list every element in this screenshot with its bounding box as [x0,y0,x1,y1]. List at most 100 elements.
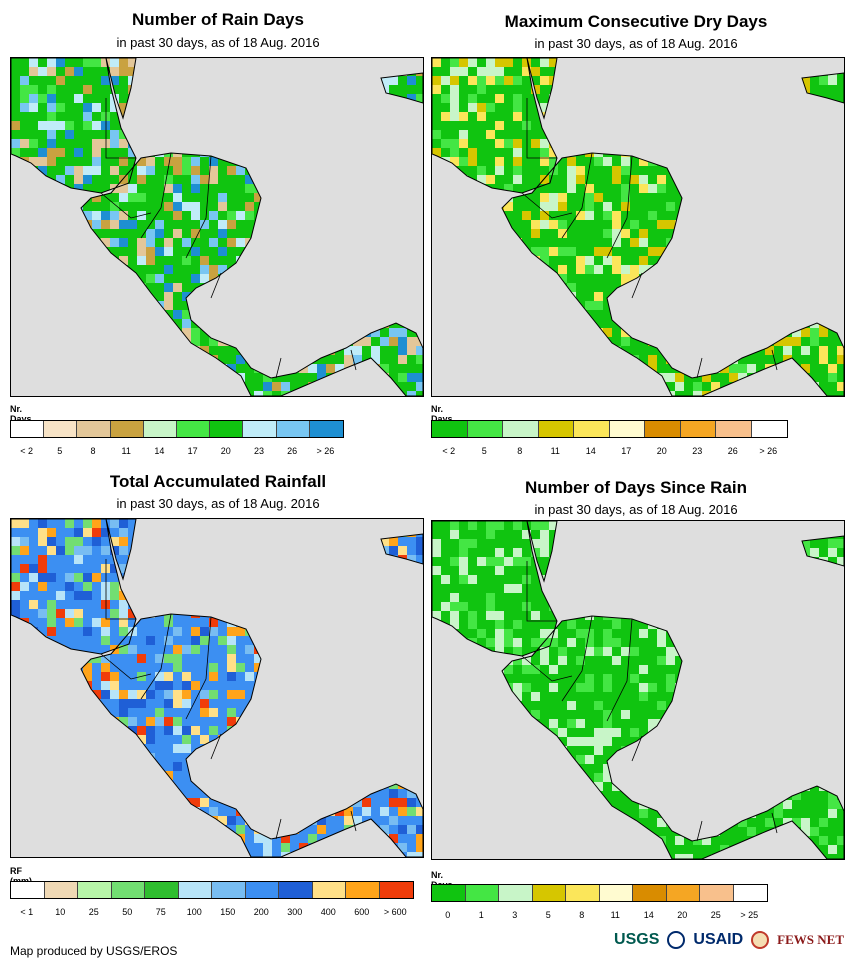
legend-swatch [245,882,279,898]
map-canvas [11,58,423,396]
legend-swatch [645,421,681,437]
legend-swatch [312,882,346,898]
legend-tick-label: 14 [585,446,596,456]
legend-swatch [111,882,145,898]
legend-swatch [465,885,499,901]
legend-swatch [210,421,244,437]
legend-tick-label: 25 [88,907,99,917]
panel-title: Number of Rain Days [132,10,304,29]
legend-tick-label: 20 [220,446,231,456]
panel-subtitle: in past 30 days, as of 18 Aug. 2016 [534,502,738,517]
legend-swatch [503,421,539,437]
legend-tick-label: 11 [550,446,560,456]
map-rain-days [10,57,424,397]
legend-tick-label: 17 [187,446,198,456]
legend-tick-label: > 600 [383,907,407,917]
country-borders [521,98,778,379]
legend-swatch [178,882,212,898]
legend-tick-label: 17 [621,446,632,456]
legend-tick-label: > 26 [759,446,778,456]
legend-tick-label: 5 [545,910,551,920]
legend-swatch [432,885,466,901]
legend-tick-label: 8 [579,910,585,920]
legend-tick-label: 26 [727,446,738,456]
legend-tick-label: 5 [481,446,487,456]
legend-days-since-rain [431,884,768,902]
legend-tick-label: 14 [643,910,654,920]
legend-tick-label: 600 [354,907,370,917]
legend-ticks: < 2 5 8 11 14 17 20 23 26 > 26 [10,446,342,458]
legend-ticks: < 1 10 25 50 75 100 150 200 300 400 600 > 600 [10,907,412,919]
legend-tick-label: 20 [677,910,688,920]
map-canvas [432,521,844,859]
legend-swatch [566,885,600,901]
legend-tick-label: 5 [57,446,63,456]
legend-tick-label: 100 [186,907,202,917]
legend-swatch [379,882,413,898]
legend-swatch [680,421,716,437]
legend-swatch [243,421,277,437]
legend-swatch [499,885,533,901]
legend-swatch [574,421,610,437]
legend-tick-label: < 2 [442,446,456,456]
legend-max-dry-days [431,420,788,438]
legend-tick-label: 8 [90,446,96,456]
legend-swatch [110,421,144,437]
map-canvas [432,58,844,396]
country-borders [100,559,357,840]
legend-swatch [733,885,767,901]
legend-tick-label: < 1 [20,907,34,917]
legend-ticks: 0 1 3 5 8 11 14 20 25 > 25 [431,910,766,922]
legend-label: Nr. Days [431,404,453,424]
map-days-since-rain [431,520,845,860]
legend-tick-label: 1 [478,910,484,920]
legend-tick-label: 300 [287,907,303,917]
legend-swatch [176,421,211,437]
legend-tick-label: 75 [155,907,166,917]
legend-swatch [11,882,45,898]
usgs-logo: USGS [614,931,660,948]
panel-subtitle: in past 30 days, as of 18 Aug. 2016 [534,36,738,51]
country-borders [100,98,357,379]
legend-swatch [11,421,45,437]
legend-swatch [666,885,700,901]
legend-tick-label: 11 [610,910,620,920]
panel-subtitle: in past 30 days, as of 18 Aug. 2016 [116,35,320,50]
legend-swatch [78,882,112,898]
panel-title: Maximum Consecutive Dry Days [504,12,768,31]
legend-swatch [145,882,179,898]
legend-label: Nr. Days [10,404,32,424]
legend-swatch [700,885,734,901]
legend-swatch [143,421,177,437]
legend-swatch [432,421,468,437]
legend-tick-label: 8 [517,446,523,456]
legend-tick-label: > 25 [740,910,759,920]
legend-ticks: < 2 5 8 11 14 17 20 23 26 > 26 [431,446,786,458]
legend-swatch [538,421,574,437]
usaid-seal-icon [667,931,686,949]
raster-cells [432,521,844,859]
legend-swatch [609,421,645,437]
map-max-dry-days [431,57,845,397]
raster-cells [432,58,844,396]
legend-swatch [716,421,752,437]
legend-tick-label: 150 [220,907,236,917]
legend-rain-days [10,420,344,438]
legend-tick-label: 400 [320,907,336,917]
legend-tick-label: < 2 [20,446,33,456]
legend-swatch [276,421,310,437]
legend-tick-label: 25 [710,910,721,920]
panel-title: Number of Days Since Rain [524,478,747,497]
legend-tick-label: 11 [121,446,131,456]
legend-swatch [346,882,380,898]
legend-swatch [44,421,78,437]
legend-swatch [599,885,633,901]
panel-subtitle: in past 30 days, as of 18 Aug. 2016 [116,496,320,511]
fews-seal-icon [751,931,770,949]
legend-swatch [77,421,111,437]
legend-tick-label: 10 [55,907,66,917]
footer-credit: Map produced by USGS/EROS [10,944,178,958]
legend-tick-label: 23 [692,446,703,456]
legend-tick-label: > 26 [316,446,335,456]
legend-total-rainfall [10,881,414,899]
